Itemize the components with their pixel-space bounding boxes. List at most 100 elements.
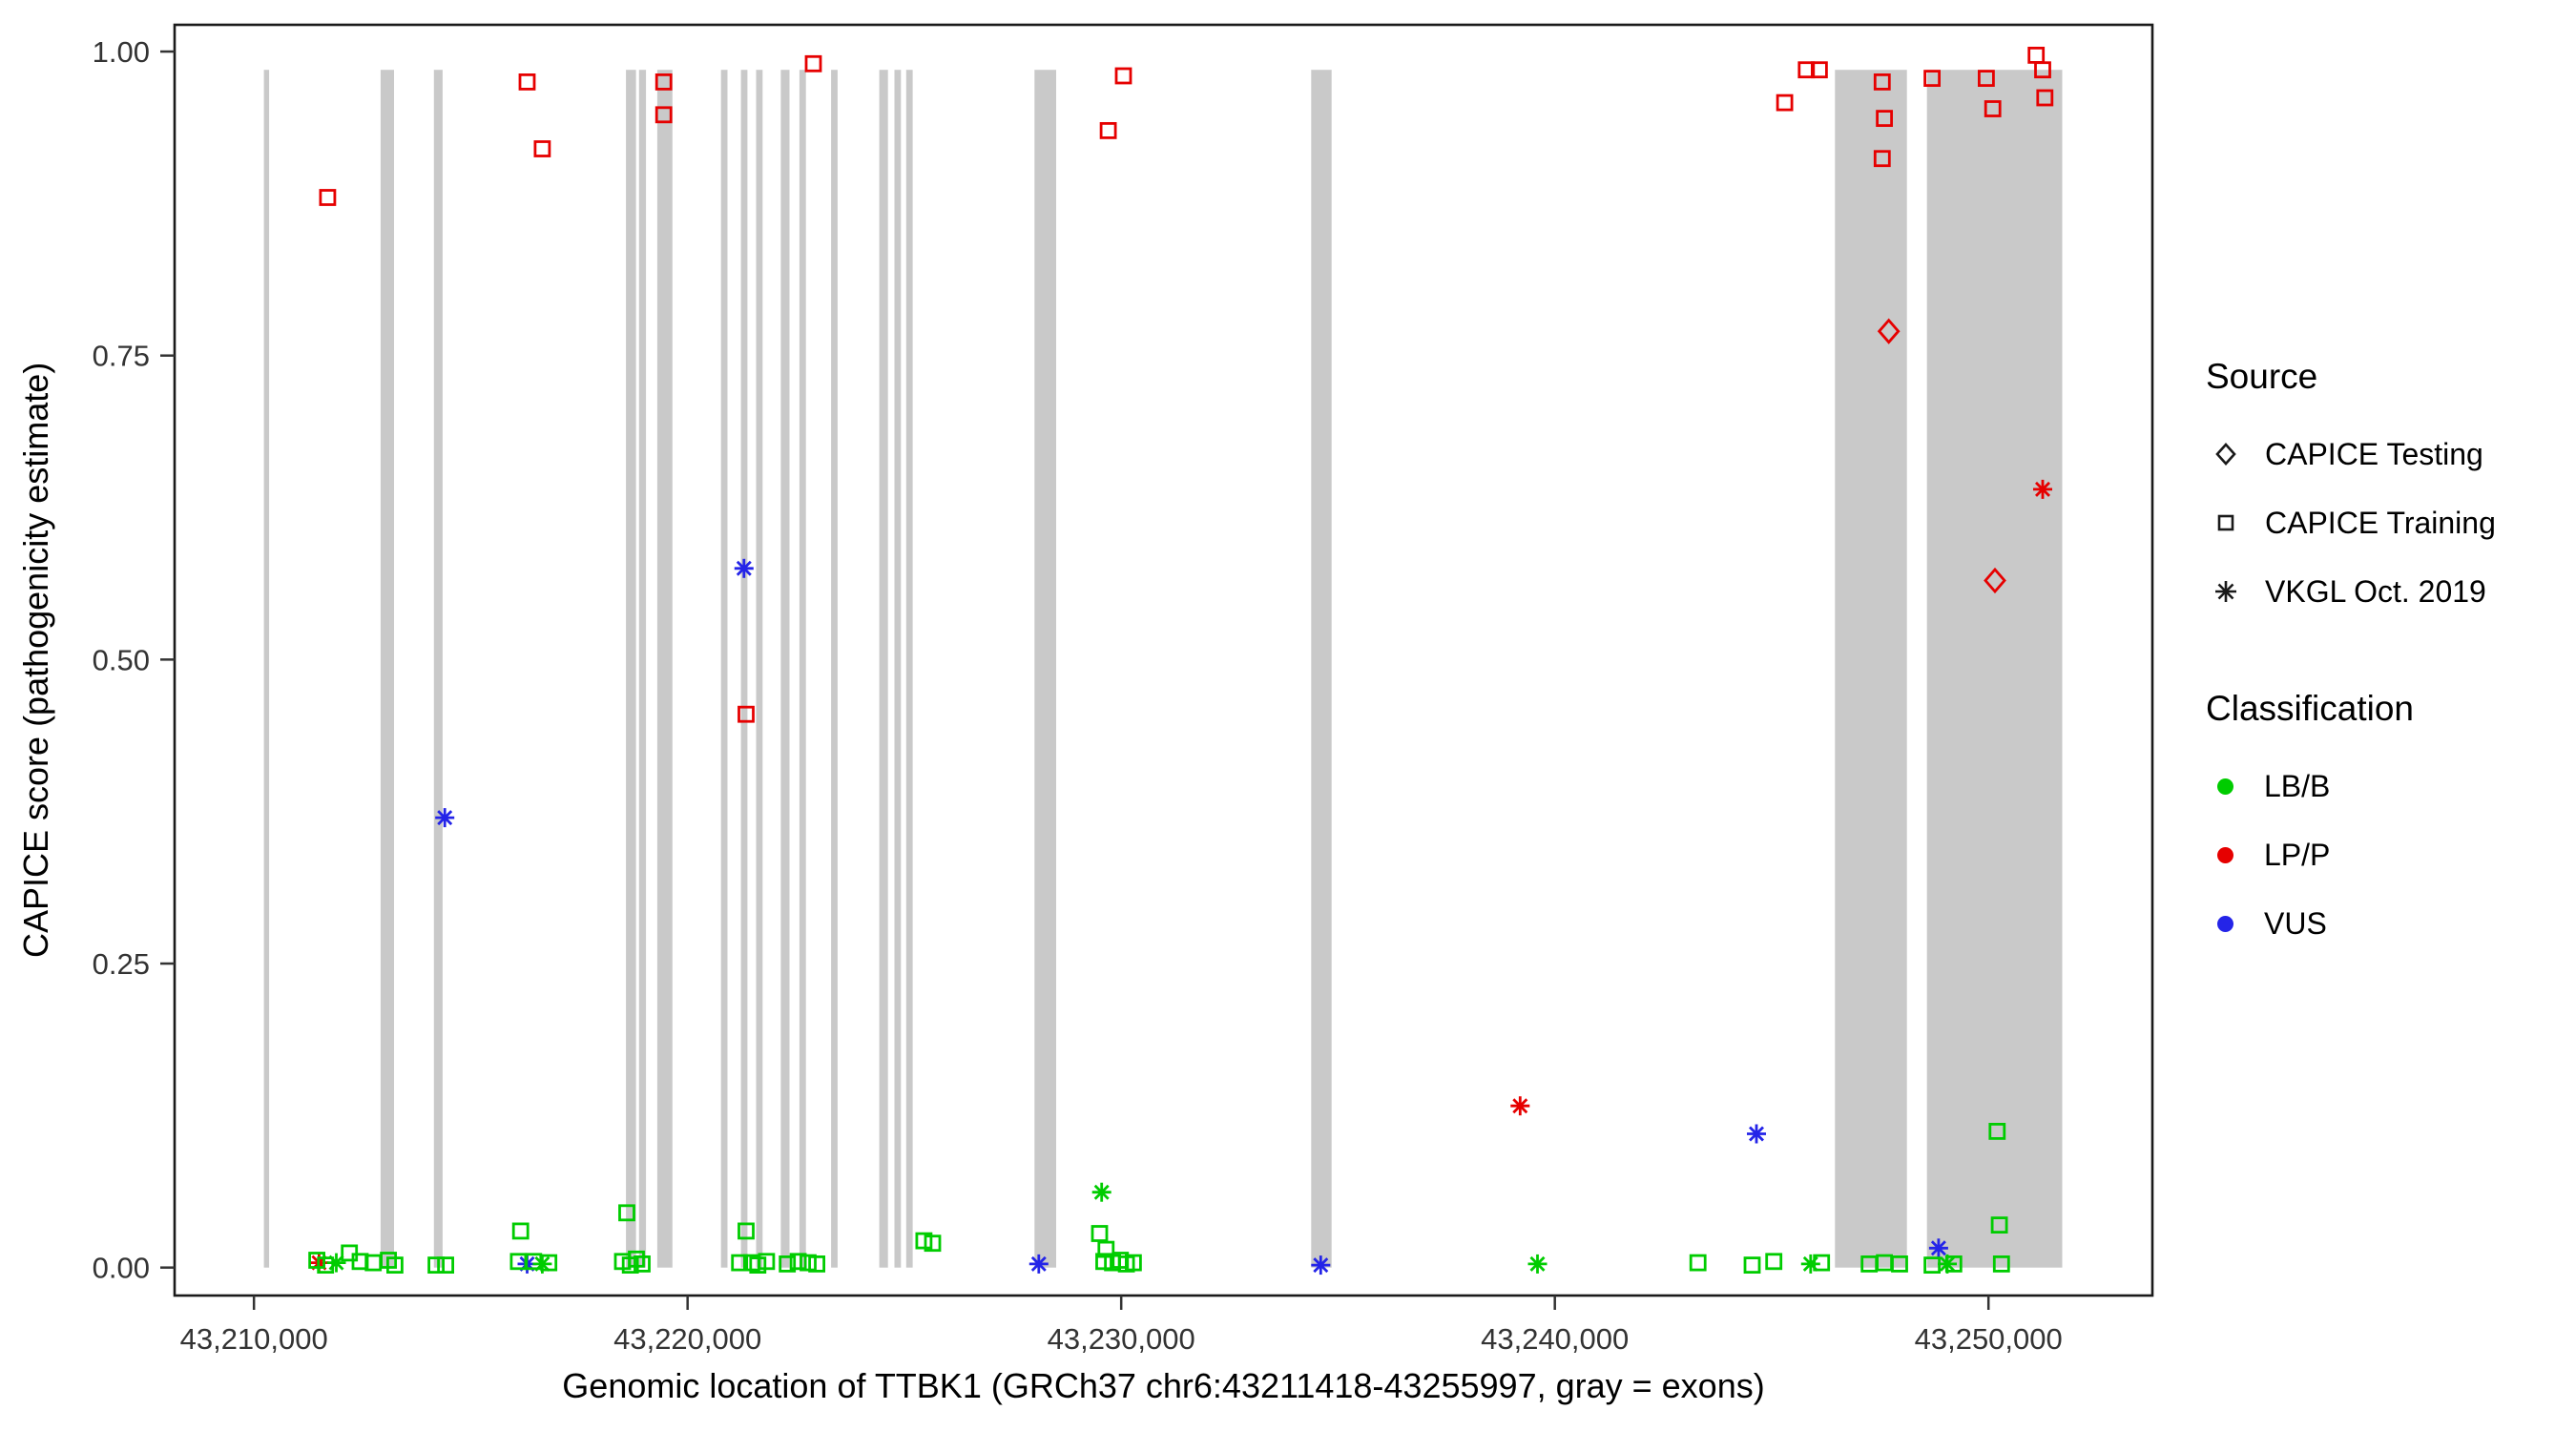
legend-item-label: VKGL Oct. 2019 bbox=[2265, 573, 2486, 609]
x-tick-label: 43,240,000 bbox=[1481, 1322, 1629, 1356]
data-point bbox=[1689, 1254, 1707, 1272]
data-point bbox=[317, 1256, 335, 1274]
exon-region bbox=[1034, 70, 1056, 1268]
data-point bbox=[540, 1254, 558, 1272]
data-point bbox=[1099, 121, 1117, 139]
data-point bbox=[804, 54, 822, 73]
data-point bbox=[341, 1244, 359, 1262]
data-point bbox=[789, 1253, 807, 1271]
data-point bbox=[385, 1256, 404, 1274]
data-point bbox=[1813, 1254, 1831, 1272]
legend-classification-title: Classification bbox=[2206, 689, 2414, 728]
data-point bbox=[779, 1255, 797, 1273]
data-point bbox=[1091, 1182, 1111, 1202]
data-point bbox=[737, 1222, 755, 1240]
data-point bbox=[1311, 1255, 1331, 1275]
data-point bbox=[1776, 93, 1794, 112]
data-point bbox=[1797, 61, 1816, 79]
legend-item-label: VUS bbox=[2264, 905, 2327, 941]
diamond-icon bbox=[2215, 443, 2236, 466]
exon-region bbox=[263, 70, 270, 1268]
data-point bbox=[1984, 567, 2006, 594]
y-tick-label: 1.00 bbox=[93, 35, 150, 69]
data-point bbox=[1743, 1256, 1761, 1274]
x-tick-label: 43,230,000 bbox=[1048, 1322, 1195, 1356]
exon-region bbox=[638, 70, 647, 1268]
data-point bbox=[634, 1255, 651, 1273]
data-point bbox=[2034, 61, 2051, 79]
data-point bbox=[435, 808, 455, 828]
exon-region bbox=[1835, 70, 1907, 1268]
data-point bbox=[1095, 1253, 1112, 1271]
legend-item-capice-testing: CAPICE Testing bbox=[2206, 420, 2496, 488]
data-point bbox=[808, 1255, 825, 1273]
data-point bbox=[1091, 1225, 1109, 1242]
y-tick-label: 0.75 bbox=[93, 340, 150, 373]
data-point bbox=[734, 558, 754, 578]
legend-item-lbb: LB/B bbox=[2206, 752, 2496, 820]
x-tick-label: 43,250,000 bbox=[1915, 1322, 2063, 1356]
lpp-dot-icon bbox=[2217, 846, 2233, 863]
data-point bbox=[628, 1250, 645, 1268]
legend-item-vus: VUS bbox=[2206, 889, 2496, 958]
x-axis-title: Genomic location of TTBK1 (GRCh37 chr6:4… bbox=[562, 1366, 1765, 1405]
y-tick-label: 0.00 bbox=[93, 1252, 150, 1285]
data-point bbox=[1028, 1254, 1049, 1274]
data-point bbox=[731, 1254, 749, 1272]
legend-source-title: Source bbox=[2206, 357, 2318, 396]
data-point bbox=[1990, 1216, 2008, 1234]
data-point bbox=[1891, 1255, 1908, 1273]
exon-region bbox=[756, 70, 763, 1268]
exon-region bbox=[831, 70, 838, 1268]
data-point bbox=[2027, 47, 2046, 64]
data-point bbox=[1876, 110, 1893, 127]
square-icon bbox=[2217, 514, 2234, 531]
data-point bbox=[737, 705, 755, 723]
data-point bbox=[427, 1256, 446, 1274]
exon-region bbox=[1926, 70, 2063, 1268]
data-point bbox=[758, 1253, 776, 1271]
data-point bbox=[1873, 73, 1891, 91]
data-point bbox=[1984, 100, 2002, 117]
data-point bbox=[533, 140, 551, 157]
data-point bbox=[518, 73, 536, 91]
data-point bbox=[654, 106, 673, 124]
legend-item-label: LB/B bbox=[2264, 768, 2331, 803]
exon-region bbox=[879, 70, 888, 1268]
data-point bbox=[654, 73, 673, 91]
data-point bbox=[915, 1232, 933, 1250]
y-axis-title: CAPICE score (pathogenicity estimate) bbox=[16, 362, 55, 959]
lbb-dot-icon bbox=[2217, 778, 2233, 795]
y-tick-label: 0.25 bbox=[93, 947, 150, 981]
exon-region bbox=[905, 70, 913, 1268]
exon-region bbox=[720, 70, 728, 1268]
legend-item-capice-training: CAPICE Training bbox=[2206, 488, 2496, 557]
exon-region bbox=[799, 70, 806, 1268]
data-point bbox=[2036, 89, 2054, 107]
data-point bbox=[1992, 1255, 2010, 1273]
y-tick-label: 0.50 bbox=[93, 643, 150, 676]
legend: Source CAPICE Testing CAPICE Training bbox=[2206, 357, 2496, 958]
data-point bbox=[1944, 1255, 1963, 1273]
x-tick-label: 43,220,000 bbox=[613, 1322, 761, 1356]
vus-dot-icon bbox=[2217, 915, 2233, 932]
x-tick-label: 43,210,000 bbox=[180, 1322, 328, 1356]
legend-item-lpp: LP/P bbox=[2206, 820, 2496, 889]
exon-region bbox=[1311, 70, 1332, 1268]
exon-region bbox=[780, 70, 790, 1268]
exon-region bbox=[740, 70, 748, 1268]
data-point bbox=[618, 1204, 635, 1222]
data-point bbox=[319, 189, 337, 206]
exon-region bbox=[894, 70, 902, 1268]
data-point bbox=[2033, 479, 2052, 499]
data-point bbox=[1114, 67, 1132, 85]
legend-section-source: Source CAPICE Testing CAPICE Training bbox=[2206, 357, 2496, 626]
data-point bbox=[1125, 1254, 1142, 1272]
data-point bbox=[800, 1254, 817, 1272]
data-point bbox=[1877, 318, 1901, 344]
legend-section-classification: Classification LB/B LP/P VUS bbox=[2206, 689, 2496, 958]
exon-region bbox=[626, 70, 636, 1268]
legend-item-vkgl: VKGL Oct. 2019 bbox=[2206, 557, 2496, 626]
data-point bbox=[1977, 70, 1995, 87]
